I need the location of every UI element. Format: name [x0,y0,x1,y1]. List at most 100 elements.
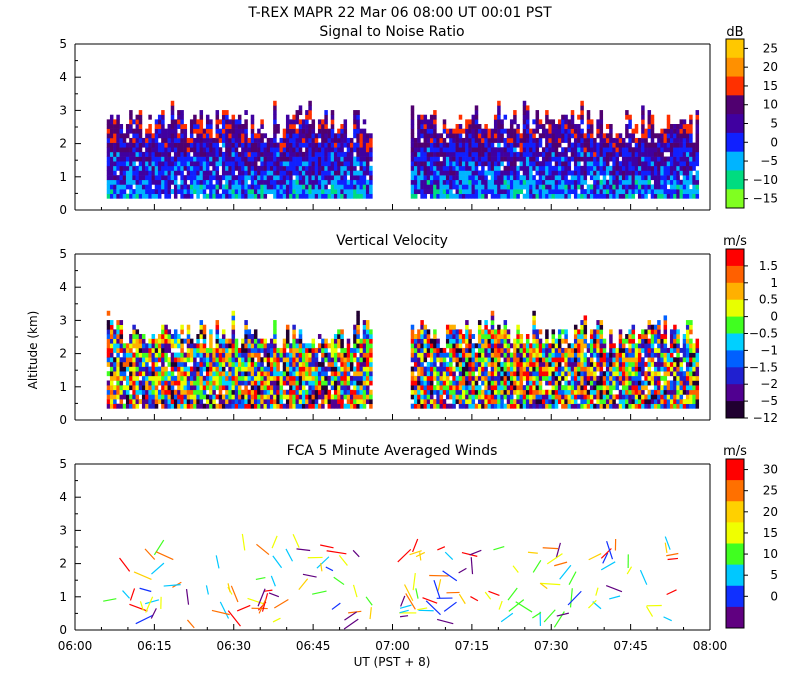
heatmap-cell [225,137,229,143]
heatmap-cell [257,151,261,157]
heatmap-cell [321,193,325,199]
heatmap-cell [308,151,312,157]
heatmap-cell [423,324,428,330]
heatmap-cell [695,170,700,176]
heatmap-cell [301,394,306,400]
heatmap-cell [321,361,325,367]
heatmap-cell [442,357,447,363]
heatmap-cell [353,338,357,344]
heatmap-cell [161,394,165,400]
heatmap-cell [145,161,149,167]
heatmap-cell [199,175,204,181]
heatmap-cell [161,114,165,120]
heatmap-cell [525,133,530,139]
heatmap-cell [145,133,149,139]
heatmap-cell [186,156,191,162]
heatmap-cell [314,385,319,391]
heatmap-cell [231,403,236,409]
heatmap-cell [525,165,530,171]
heatmap-cell [673,179,677,185]
heatmap-cell [253,338,258,344]
heatmap-cell [625,189,629,195]
heatmap-cell [468,133,472,139]
heatmap-cell [209,175,213,181]
heatmap-cell [253,137,258,143]
heatmap-cell [308,385,312,391]
heatmap-cell [561,114,565,120]
heatmap-cell [314,399,319,405]
heatmap-cell [148,338,152,344]
heatmap-cell [317,385,322,391]
heatmap-cell [573,128,578,134]
heatmap-cell [164,357,168,363]
heatmap-cell [369,371,373,377]
heatmap-cell [215,329,220,335]
heatmap-cell [209,366,213,372]
heatmap-cell [695,128,700,134]
heatmap-cell [490,324,495,330]
heatmap-cell [426,137,431,143]
heatmap-cell [164,170,168,176]
heatmap-cell [545,334,549,339]
heatmap-cell [205,184,210,190]
heatmap-cell [525,119,530,125]
heatmap-cell [173,403,178,409]
heatmap-cell [337,338,341,344]
heatmap-cell [516,375,520,381]
heatmap-cell [647,110,652,116]
heatmap-cell [180,189,184,195]
heatmap-cell [679,184,684,190]
heatmap-cell [289,375,293,381]
heatmap-cell [301,366,306,372]
heatmap-cell [289,128,293,134]
heatmap-cell [653,142,658,148]
heatmap-cell [212,161,216,167]
heatmap-cell [525,361,530,367]
heatmap-cell [516,347,520,353]
heatmap-cell [433,142,437,148]
heatmap-cell [324,165,328,171]
heatmap-cell [218,175,223,181]
heatmap-cell [506,366,511,372]
heatmap-cell [545,403,549,409]
heatmap-cell [442,137,447,143]
heatmap-cell [138,357,143,363]
heatmap-cell [417,165,421,171]
heatmap-cell [343,179,348,185]
heatmap-cell [535,156,540,162]
heatmap-cell [125,165,130,171]
heatmap-cell [189,193,194,199]
heatmap-cell [199,142,204,148]
heatmap-cell [231,142,236,148]
heatmap-cell [423,371,428,377]
heatmap-cell [157,142,162,148]
heatmap-cell [237,179,242,185]
heatmap-cell [577,156,581,162]
heatmap-cell [125,375,130,381]
heatmap-cell [151,137,156,143]
heatmap-cell [596,147,600,153]
heatmap-cell [561,151,565,157]
heatmap-cell [580,347,584,353]
heatmap-cell [173,338,178,344]
heatmap-cell [650,137,655,143]
heatmap-cell [449,147,453,153]
heatmap-cell [170,394,175,400]
heatmap-cell [199,399,204,405]
heatmap-cell [666,189,671,195]
heatmap-cell [676,137,680,143]
heatmap-cell [359,142,364,148]
heatmap-cell [289,193,293,199]
heatmap-cell [433,399,437,405]
heatmap-cell [132,161,136,167]
heatmap-cell [337,352,341,358]
heatmap-cell [487,128,492,134]
heatmap-cell [113,375,117,381]
heatmap-cell [141,371,146,377]
heatmap-cell [529,389,533,395]
heatmap-cell [669,142,674,148]
heatmap-cell [250,189,255,195]
heatmap-cell [129,170,133,176]
heatmap-cell [602,184,607,190]
heatmap-cell [666,170,671,176]
